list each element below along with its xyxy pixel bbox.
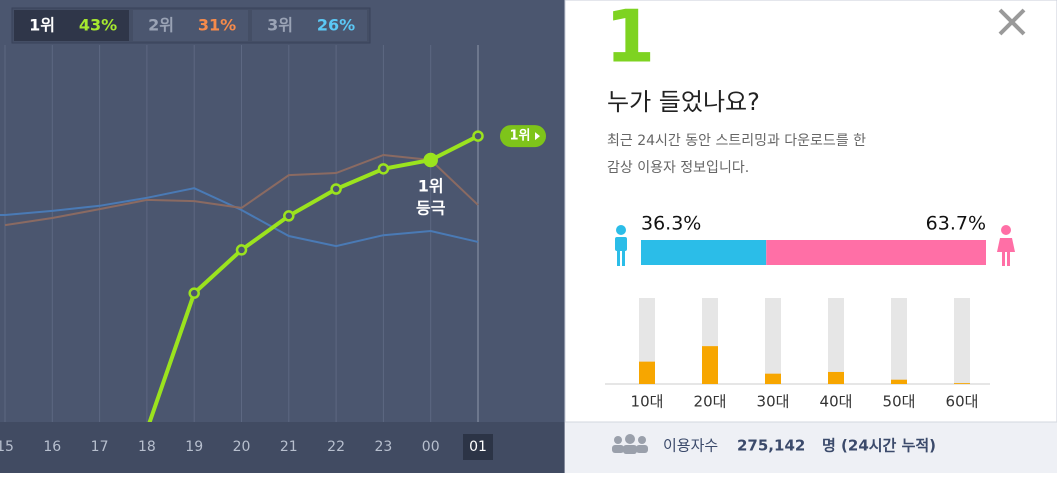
- point: [283, 210, 295, 222]
- point: [188, 287, 200, 299]
- info-panel: [564, 0, 1057, 474]
- gender-bar: [766, 240, 986, 265]
- age-bar: [828, 371, 844, 384]
- x-tick-label: 01: [469, 439, 487, 455]
- users-icon: [612, 434, 648, 454]
- tab[interactable]: 3위 26%: [252, 10, 367, 41]
- point: [472, 130, 484, 142]
- description: 감상 이용자 정보입니다.: [607, 160, 749, 176]
- gender-label: 36.3%: [641, 213, 701, 235]
- age-track: [828, 298, 844, 384]
- x-tick-label: 22: [327, 439, 345, 455]
- x-tick-label: 21: [280, 439, 298, 455]
- age-label: 30대: [757, 393, 790, 411]
- age-label: 20대: [694, 393, 727, 411]
- x-tick-label: 18: [138, 439, 156, 455]
- point: [235, 244, 248, 256]
- tab-bg: [133, 10, 248, 41]
- end-label: 1위: [509, 129, 530, 144]
- tab[interactable]: 2위 31%: [133, 10, 248, 41]
- age-bar: [891, 379, 907, 384]
- footer-count: 275,142: [737, 437, 805, 455]
- point: [377, 163, 390, 175]
- age-label: 40대: [820, 393, 853, 411]
- age-bar: [954, 383, 970, 384]
- tab-bg: [14, 10, 129, 41]
- x-tick-label: 20: [233, 439, 251, 455]
- x-tick-label: 15: [0, 439, 14, 455]
- plot: [0, 130, 484, 422]
- x-tick-label: 17: [91, 439, 109, 455]
- x-tick-label: 23: [374, 439, 392, 455]
- tab[interactable]: 1위 43%: [14, 10, 129, 41]
- close-button[interactable]: [998, 8, 1026, 36]
- annotation: 1위: [418, 177, 444, 196]
- point: [423, 152, 438, 168]
- description: 최근 24시간 동안 스트리밍과 다운로드를 한: [607, 133, 866, 149]
- gender-bar: [641, 240, 767, 265]
- age-label: 50대: [883, 393, 916, 411]
- rank-number: 1: [605, 0, 655, 79]
- tab-share: 31%: [198, 16, 236, 35]
- tab-share: 43%: [79, 16, 117, 35]
- tab-rank: 1위: [29, 16, 55, 35]
- age-label: 60대: [946, 393, 979, 411]
- series-line: [0, 187, 479, 248]
- end-badge: [500, 125, 546, 148]
- age-label: 10대: [631, 393, 664, 411]
- point: [330, 183, 342, 195]
- annotation: 등극: [416, 199, 446, 218]
- tab-bg: [252, 10, 367, 41]
- age-bar: [702, 346, 718, 384]
- tab-rank: 3위: [267, 16, 293, 35]
- tab-share: 26%: [317, 16, 355, 35]
- age-track: [765, 298, 781, 384]
- male-icon: [615, 225, 627, 266]
- age-track: [891, 298, 907, 384]
- panel-title: 누가 들었나요?: [607, 88, 760, 116]
- x-tick-label: 00: [422, 439, 440, 455]
- female-icon: [997, 225, 1015, 266]
- age-bar: [765, 373, 781, 384]
- footer-label: 이용자수: [663, 437, 718, 455]
- series-line: [147, 134, 479, 422]
- series-line: [4, 153, 479, 227]
- x-tick-label: 16: [43, 439, 61, 455]
- age-track: [954, 298, 970, 384]
- x-highlight: [463, 434, 493, 460]
- badge-arrow: [535, 132, 540, 141]
- age-bar: [639, 361, 655, 384]
- x-tick-label: 19: [185, 439, 203, 455]
- footer-unit: 명 (24시간 누적): [822, 437, 936, 455]
- chart-background: [0, 0, 565, 473]
- gender-label: 63.7%: [926, 213, 986, 235]
- tab-rank: 2위: [148, 16, 174, 35]
